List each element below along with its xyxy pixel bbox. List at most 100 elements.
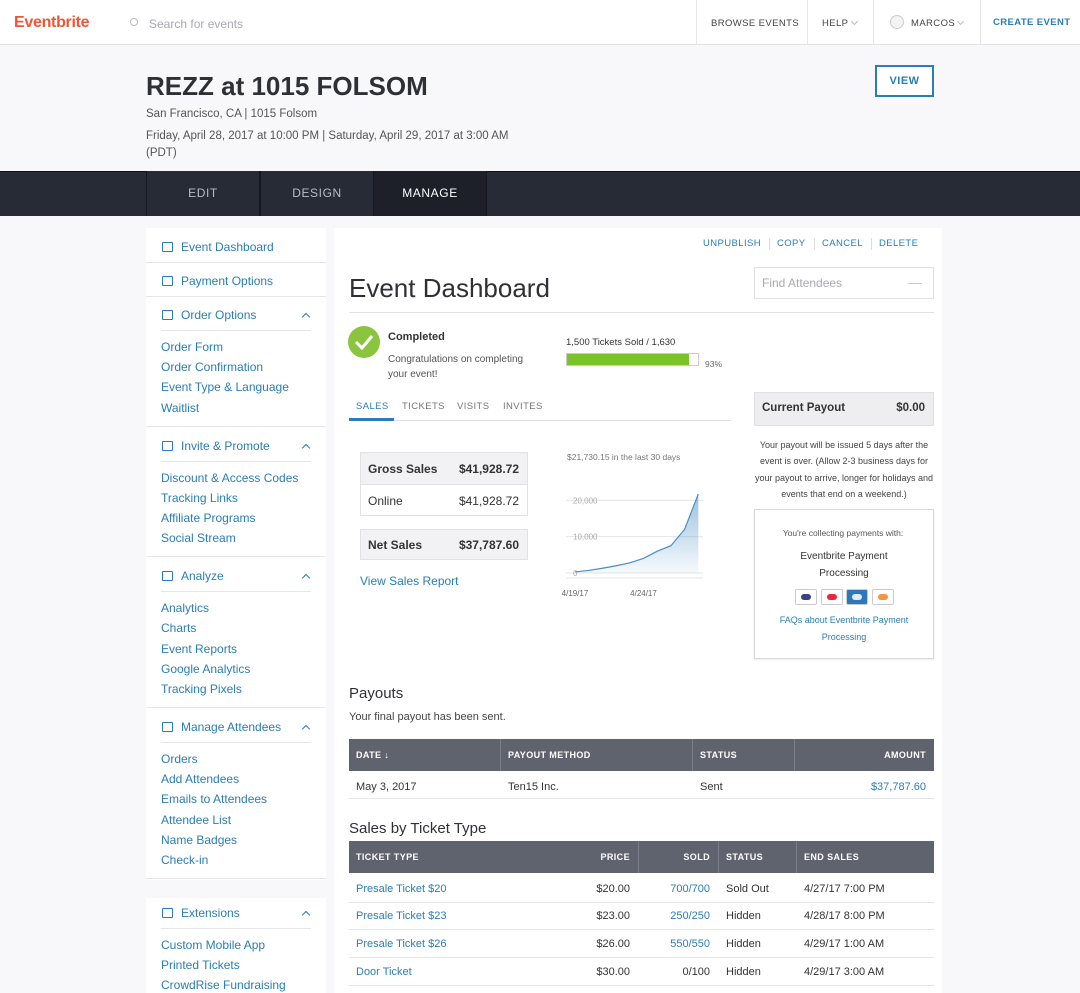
sidebar-icon — [162, 571, 173, 582]
subtab[interactable]: VISITS — [457, 401, 490, 413]
sidebar-link[interactable]: Google Analytics — [161, 661, 251, 676]
table-cell[interactable]: Door Ticket — [356, 965, 412, 978]
faq-link[interactable]: FAQs about Eventbrite Payment Processing — [779, 615, 909, 642]
status-title: Completed — [388, 330, 445, 343]
sidebar-link[interactable]: Affiliate Programs — [161, 511, 256, 525]
sales-box — [360, 529, 528, 560]
sidebar-heading[interactable]: Analyze — [181, 569, 224, 584]
column-header: PAYOUT METHOD — [508, 749, 591, 760]
sales-row-bg — [361, 453, 527, 485]
action-link[interactable]: CANCEL — [822, 238, 863, 250]
find-input[interactable]: Find Attendees — [762, 276, 843, 290]
column-divider — [638, 841, 639, 873]
tab[interactable]: DESIGN — [260, 171, 374, 216]
sidebar-link[interactable]: Check-in — [161, 853, 209, 867]
nav-divider — [696, 0, 697, 45]
sidebar-link[interactable]: Name Badges — [161, 832, 238, 847]
sales-value: $37,787.60 — [458, 538, 519, 552]
logo[interactable]: Eventbrite — [14, 14, 90, 31]
table-cell: 4/29/17 3:00 AM — [804, 965, 885, 978]
card-mark — [826, 594, 837, 600]
payouts-note: Your final payout has been sent. — [349, 710, 506, 723]
subtab[interactable]: TICKETS — [402, 401, 445, 413]
sidebar-link[interactable]: Discount & Access Codes — [161, 470, 299, 485]
table-row — [349, 771, 934, 799]
subtab[interactable]: INVITES — [503, 401, 543, 413]
action-link[interactable]: DELETE — [879, 238, 919, 250]
sidebar-link[interactable]: Emails to Attendees — [161, 792, 268, 807]
sidebar-divider — [146, 296, 326, 297]
sidebar-heading[interactable]: Event Dashboard — [181, 240, 274, 254]
column-header: DATE ↓ — [356, 749, 390, 760]
sidebar-link[interactable]: Event Type & Language — [161, 380, 289, 395]
table-cell[interactable]: Presale Ticket $26 — [356, 937, 447, 950]
sidebar-link[interactable]: Order Form — [161, 340, 224, 354]
nav-divider — [807, 0, 808, 45]
card-mark — [852, 594, 862, 600]
action-link[interactable]: UNPUBLISH — [703, 238, 761, 250]
action-link[interactable]: COPY — [777, 238, 806, 250]
table-cell[interactable]: Presale Ticket $23 — [356, 910, 447, 923]
column-divider — [500, 739, 501, 771]
sidebar-heading[interactable]: Invite & Promote — [181, 438, 270, 453]
table-cell: Sold Out — [726, 882, 769, 895]
table-row — [349, 903, 934, 931]
sidebar-heading[interactable]: Manage Attendees — [181, 720, 282, 734]
column-divider — [718, 841, 719, 873]
sidebar-link[interactable]: Analytics — [161, 601, 210, 616]
sales-report-link[interactable]: View Sales Report — [360, 574, 459, 588]
tab[interactable]: EDIT — [146, 171, 260, 216]
nav-link[interactable]: HELP — [822, 18, 849, 30]
table-cell: $20.00 — [596, 882, 630, 895]
tab[interactable]: MANAGE — [373, 171, 487, 216]
table-cell: Sent — [700, 780, 723, 793]
card-mark — [877, 594, 888, 600]
table-cell[interactable]: 700/700 — [670, 882, 710, 895]
sidebar-link[interactable]: CrowdRise Fundraising — [161, 978, 286, 993]
nav-divider — [980, 0, 981, 45]
create-event[interactable]: CREATE EVENT — [993, 17, 1071, 29]
nav-divider — [873, 0, 874, 45]
sidebar-link[interactable]: Custom Mobile App — [161, 938, 266, 952]
payout-note: Your payout will be issued 5 days after … — [754, 440, 934, 500]
search-input[interactable]: Search for events — [149, 17, 244, 31]
table-cell: $26.00 — [596, 937, 630, 950]
column-divider — [692, 739, 693, 771]
sidebar-link[interactable]: Printed Tickets — [161, 958, 240, 973]
sidebar-heading[interactable]: Payment Options — [181, 274, 274, 288]
sidebar-link[interactable]: Orders — [161, 752, 198, 766]
sidebar-link[interactable]: Event Reports — [161, 641, 238, 656]
sidebar-divider — [161, 460, 311, 462]
sidebar-divider — [146, 425, 326, 427]
subtab[interactable]: SALES — [356, 401, 389, 413]
sidebar-link[interactable]: Social Stream — [161, 531, 236, 546]
sidebar-link[interactable]: Add Attendees — [161, 772, 240, 787]
sidebar-link[interactable]: Waitlist — [161, 400, 200, 415]
view-button[interactable]: VIEW — [875, 65, 934, 97]
table-cell[interactable]: Presale Ticket $20 — [356, 882, 447, 895]
column-header: END SALES — [804, 851, 860, 862]
column-header: STATUS — [726, 851, 764, 862]
sidebar-heading[interactable]: Order Options — [181, 308, 257, 322]
column-divider — [794, 739, 795, 771]
find-arrow — [908, 283, 922, 284]
nav-link[interactable]: MARCOS — [911, 18, 956, 30]
sidebar-divider — [161, 591, 311, 593]
table-cell: Hidden — [726, 965, 761, 978]
sidebar-link[interactable]: Tracking Links — [161, 490, 238, 505]
sidebar-link[interactable]: Tracking Pixels — [161, 682, 242, 696]
sidebar-divider — [161, 928, 311, 929]
column-divider — [796, 841, 797, 873]
tickets-sold: 1,500 Tickets Sold / 1,630 — [566, 337, 676, 349]
sidebar-link[interactable]: Order Confirmation — [161, 360, 264, 375]
table-cell[interactable]: $37,787.60 — [870, 780, 926, 793]
payment-box — [754, 509, 934, 659]
nav-link[interactable]: BROWSE EVENTS — [711, 18, 800, 30]
sidebar-link[interactable]: Attendee List — [161, 812, 232, 827]
sidebar-icon — [162, 276, 173, 286]
table-cell[interactable]: 250/250 — [670, 910, 710, 923]
table-cell[interactable]: 550/550 — [670, 937, 710, 950]
sidebar-heading[interactable]: Extensions — [181, 906, 240, 920]
sidebar-link[interactable]: Charts — [161, 621, 197, 636]
